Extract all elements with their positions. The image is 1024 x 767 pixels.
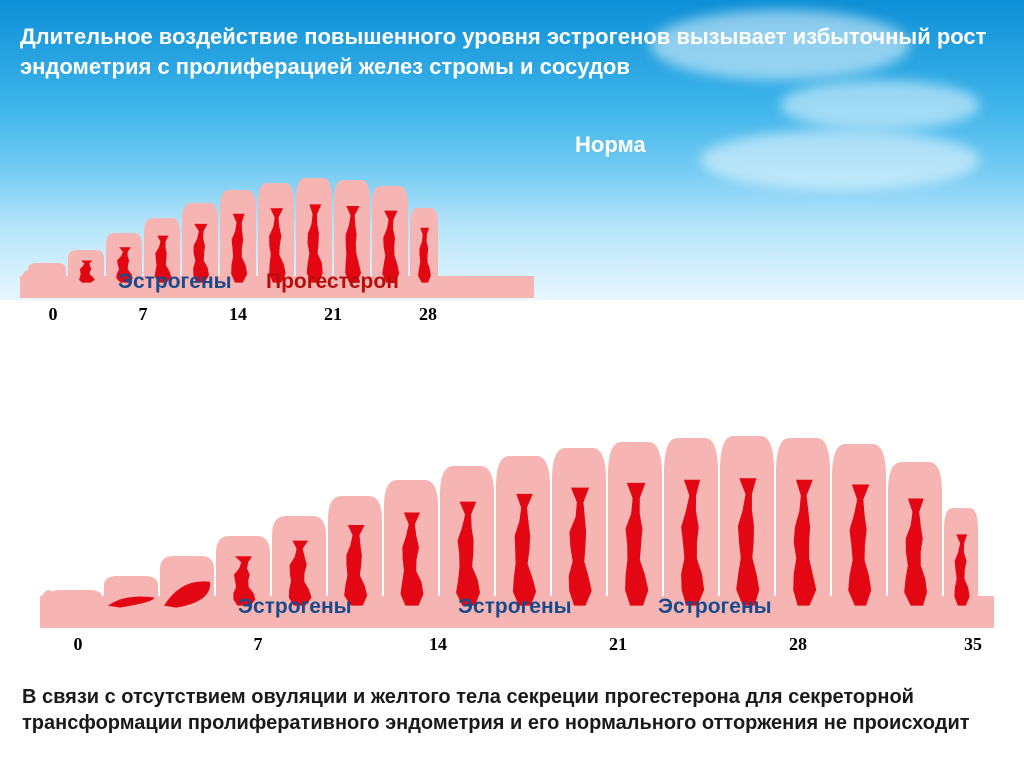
axis-tick: 0 (49, 304, 58, 325)
cloud-decoration (700, 130, 980, 190)
endometrium-chart-normal: Эстрогены Прогестерон 0 7 14 21 28 (18, 130, 538, 336)
slide-title: Длительное воздействие повышенного уровн… (20, 22, 1004, 81)
hormone-label: Эстрогены (238, 595, 352, 619)
axis-tick: 35 (964, 634, 982, 655)
hormone-label: Эстрогены (118, 270, 232, 294)
hormone-label: Прогестерон (266, 270, 399, 294)
x-axis: 0 7 14 21 28 35 (38, 634, 998, 656)
cloud-decoration (780, 80, 980, 130)
endometrium-chart-hyperplasia: Эстрогены Эстрогены Эстрогены 0 7 14 21 28 35 (38, 370, 998, 666)
bottom-caption: В связи с отсутствием овуляции и желтого… (22, 684, 1002, 736)
norma-label: Норма (575, 132, 646, 158)
x-axis: 0 7 14 21 28 (18, 304, 538, 326)
axis-tick: 7 (254, 634, 263, 655)
axis-tick: 0 (74, 634, 83, 655)
axis-tick: 28 (789, 634, 807, 655)
hormone-label: Эстрогены (658, 595, 772, 619)
hormone-label: Эстрогены (458, 595, 572, 619)
axis-tick: 14 (429, 634, 447, 655)
axis-tick: 14 (229, 304, 247, 325)
axis-tick: 7 (139, 304, 148, 325)
axis-tick: 28 (419, 304, 437, 325)
axis-tick: 21 (324, 304, 342, 325)
axis-tick: 21 (609, 634, 627, 655)
tissue-svg (38, 370, 998, 630)
